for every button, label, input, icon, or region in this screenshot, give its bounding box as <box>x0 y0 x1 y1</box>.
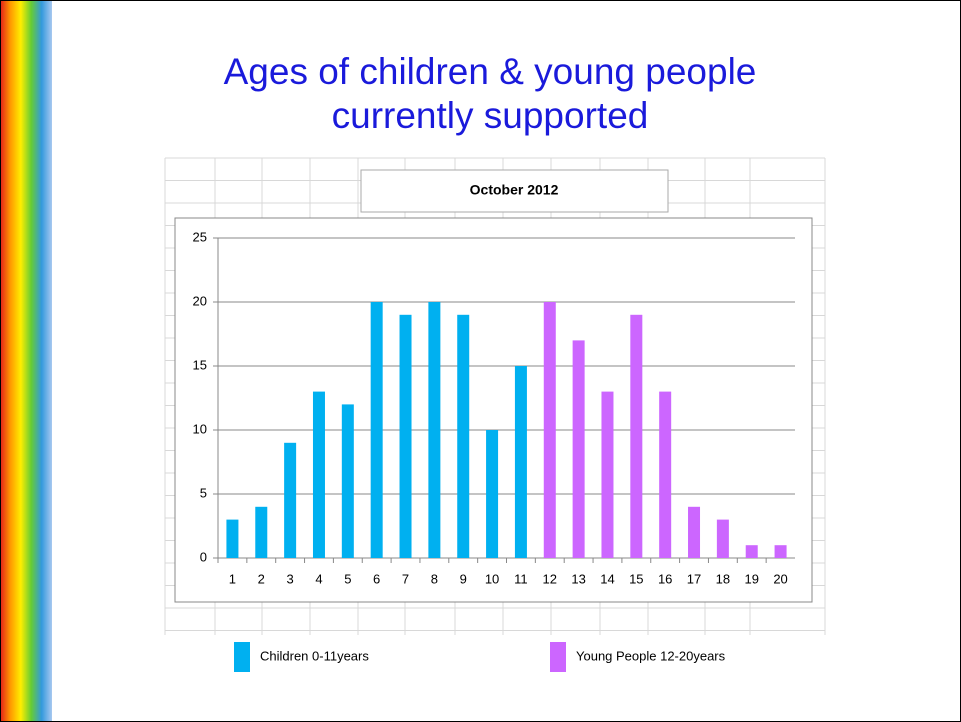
bar <box>745 545 758 558</box>
bar <box>774 545 787 558</box>
y-tick-label: 20 <box>193 293 207 308</box>
x-tick-label: 19 <box>744 571 758 586</box>
x-tick-label: 18 <box>716 571 730 586</box>
bar <box>428 302 441 558</box>
bar <box>341 404 354 558</box>
legend-swatch <box>550 642 566 672</box>
legend-swatch <box>234 642 250 672</box>
x-tick-label: 4 <box>315 571 322 586</box>
y-tick-label: 5 <box>200 485 207 500</box>
bar <box>486 430 499 558</box>
x-tick-label: 2 <box>258 571 265 586</box>
bar <box>226 519 239 558</box>
x-tick-label: 7 <box>402 571 409 586</box>
y-tick-label: 25 <box>193 229 207 244</box>
legend-label: Children 0-11years <box>260 648 369 663</box>
bar <box>399 314 412 558</box>
bar <box>601 391 614 558</box>
legend-label: Young People 12-20years <box>576 648 726 663</box>
bar <box>514 366 527 558</box>
bar <box>543 302 556 558</box>
x-tick-label: 5 <box>344 571 351 586</box>
bar <box>716 519 729 558</box>
x-tick-label: 17 <box>687 571 701 586</box>
bar <box>630 314 643 558</box>
y-tick-label: 10 <box>193 421 207 436</box>
chart-title: Ages of children & young people currentl… <box>223 51 757 136</box>
bar <box>370 302 383 558</box>
x-tick-label: 13 <box>571 571 585 586</box>
x-tick-label: 6 <box>373 571 380 586</box>
bar <box>572 340 585 558</box>
x-tick-label: 14 <box>600 571 614 586</box>
bar <box>284 442 297 558</box>
x-tick-label: 20 <box>773 571 787 586</box>
x-tick-label: 3 <box>287 571 294 586</box>
x-tick-label: 8 <box>431 571 438 586</box>
x-tick-label: 9 <box>460 571 467 586</box>
bar <box>457 314 470 558</box>
x-tick-label: 16 <box>658 571 672 586</box>
rainbow-stripe <box>0 0 52 722</box>
y-tick-label: 0 <box>200 549 207 564</box>
chart-subtitle: October 2012 <box>470 182 559 198</box>
x-tick-label: 10 <box>485 571 499 586</box>
bar <box>659 391 672 558</box>
x-tick-label: 15 <box>629 571 643 586</box>
bar <box>255 506 268 558</box>
x-tick-label: 12 <box>543 571 557 586</box>
x-tick-label: 1 <box>229 571 236 586</box>
bar <box>312 391 325 558</box>
bar <box>688 506 701 558</box>
subtitle-box <box>360 169 669 213</box>
y-tick-label: 15 <box>193 357 207 372</box>
x-tick-label: 11 <box>514 571 528 586</box>
